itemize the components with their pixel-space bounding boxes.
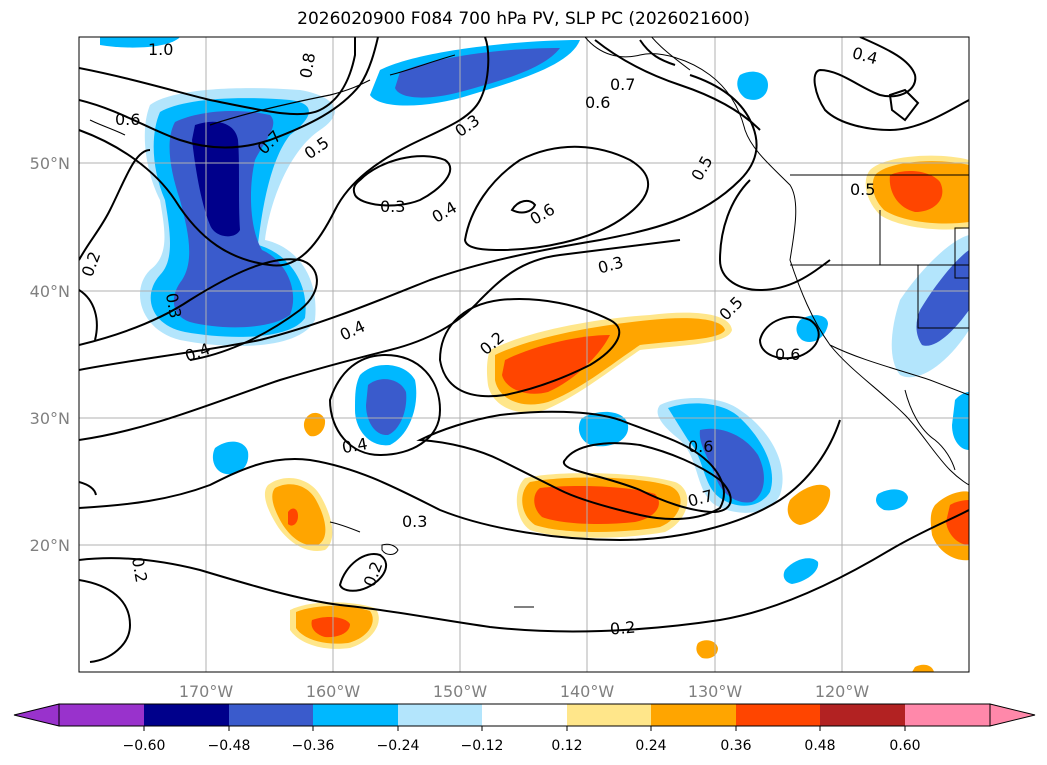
colorbar-tick-label: 0.48: [804, 738, 835, 754]
pv-negative-gulf-alaska-core: [395, 48, 560, 98]
lat-label-20n: 20°N: [30, 536, 70, 555]
contour-label: 0.6: [585, 93, 610, 112]
colorbar-extend-low: [13, 703, 60, 727]
pv-positive-small-mid: [303, 412, 326, 437]
colorbar-tick-label: −0.60: [123, 738, 166, 754]
pv-positive-se-small: [787, 484, 831, 525]
colorbar-bin: [144, 704, 229, 726]
colorbar-tick-label: −0.48: [208, 738, 251, 754]
colorbar-bin: [398, 704, 482, 726]
lon-label-160w: 160°W: [306, 682, 361, 701]
pv-negative-small-se: [876, 489, 908, 511]
graticule: [79, 37, 969, 672]
longitude-axis: 170°W 160°W 150°W 140°W 130°W 120°W: [179, 682, 870, 701]
pv-positive-central-core: [502, 335, 610, 394]
pv-negative-eastern-core: [699, 428, 764, 503]
pv-positive-tiny-bottom: [912, 664, 934, 672]
pv-negative-coast: [796, 315, 828, 343]
contour-label: 0.3: [380, 197, 405, 216]
lon-label-170w: 170°W: [179, 682, 234, 701]
lon-label-120w: 120°W: [815, 682, 870, 701]
contour-label: 0.6: [775, 345, 800, 364]
lat-label-30n: 30°N: [30, 409, 70, 428]
colorbar-bin: [313, 704, 398, 726]
contour-label: 1.0: [148, 40, 173, 59]
lon-label-130w: 130°W: [688, 682, 743, 701]
pv-positive-south-core: [534, 486, 659, 525]
colorbar-tick-label: 0.36: [720, 738, 751, 754]
contour-label: 0.4: [341, 434, 369, 457]
contour-label: 0.6: [688, 437, 713, 456]
colorbar-bin: [820, 704, 905, 726]
pv-positive-subtrop-west-inner: [288, 508, 298, 526]
lon-label-140w: 140°W: [560, 682, 615, 701]
contour-label: 0.5: [850, 180, 875, 199]
pv-negative-small-west: [212, 441, 249, 475]
pv-positive-subtrop-west-core: [272, 484, 326, 546]
colorbar-bin: [905, 704, 990, 726]
colorbar-bin: [651, 704, 736, 726]
colorbar: −0.60 −0.48 −0.36 −0.24 −0.12 0.12 0.24 …: [13, 703, 1036, 754]
contour-label: 0.7: [610, 75, 635, 94]
lon-label-150w: 150°W: [433, 682, 488, 701]
colorbar-bin: [736, 704, 820, 726]
plot-frame: [78, 36, 970, 673]
colorbar-tick-label: −0.12: [461, 738, 504, 754]
contour-labels: 1.0 0.8 0.6 0.7 0.5 0.3 0.7 0.6 0.4 0.5 …: [78, 40, 880, 639]
map-title: 2026020900 F084 700 hPa PV, SLP PC (2026…: [297, 9, 750, 29]
latitude-axis: 50°N 40°N 30°N 20°N: [30, 154, 70, 555]
colorbar-extend-high: [989, 703, 1036, 727]
colorbar-bin: [229, 704, 313, 726]
colorbar-frame: [58, 703, 991, 727]
contour-lines: [79, 37, 969, 663]
contour-label: 0.2: [609, 618, 636, 639]
pv-negative-small-south: [783, 558, 819, 584]
colorbar-tick-label: 0.24: [635, 738, 666, 754]
pv-positive-east-edge-core: [946, 500, 969, 545]
colorbar-tick-label: 0.12: [551, 738, 582, 754]
contour-label: 0.2: [128, 556, 151, 584]
colorbar-tick-label: 0.60: [889, 738, 920, 754]
lat-label-40n: 40°N: [30, 282, 70, 301]
contour-label: 0.8: [296, 51, 319, 79]
colorbar-ticks: [143, 726, 906, 731]
pv-negative-small-mid: [578, 411, 629, 447]
pv-negative-east-edge: [952, 392, 969, 450]
lat-label-50n: 50°N: [30, 154, 70, 173]
colorbar-bin: [567, 704, 651, 726]
colorbar-bin: [59, 704, 144, 726]
colorbar-tick-label: −0.36: [292, 738, 335, 754]
contour-label: 0.3: [162, 291, 185, 319]
pv-negative-top-left: [100, 37, 180, 48]
pv-negative-central-core: [366, 379, 407, 436]
colorbar-bin: [482, 704, 567, 726]
contour-label: 0.3: [402, 512, 427, 531]
pv-negative-aleutian-deep: [192, 121, 240, 237]
pv-negative-baja-core: [916, 250, 969, 346]
pv-negative-northeast-small: [737, 71, 768, 100]
contour-label: 0.6: [115, 110, 140, 129]
pv-positive-small-south-west-core: [311, 616, 350, 638]
colorbar-tick-label: −0.24: [377, 738, 420, 754]
pv-positive-tiny-south: [696, 640, 718, 659]
pv-positive-northwest-us-core: [889, 170, 943, 212]
pv-shading-layer: [100, 37, 969, 672]
